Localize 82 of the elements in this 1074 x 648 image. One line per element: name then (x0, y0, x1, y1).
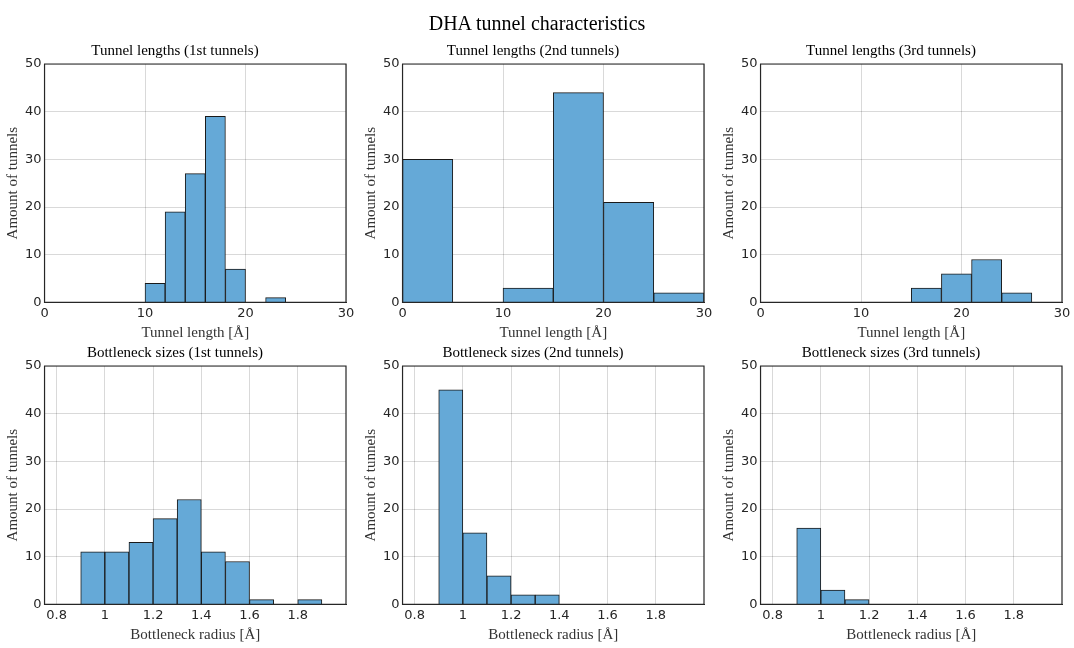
x-axis-title: Bottleneck radius [Å] (846, 625, 977, 642)
y-tick-label: 10 (383, 246, 400, 262)
y-tick-label: 20 (25, 198, 42, 214)
x-tick-label: 1.4 (190, 606, 212, 622)
y-tick-label: 30 (383, 452, 400, 468)
x-tick-label: 1 (816, 606, 825, 622)
x-axis-title: Bottleneck radius [Å] (130, 625, 261, 642)
y-tick-label: 0 (391, 293, 400, 309)
x-tick-label: 1 (100, 606, 109, 622)
y-tick-label: 10 (383, 548, 400, 564)
x-tick-label: 30 (1053, 304, 1071, 320)
x-tick-label: 1.6 (955, 606, 976, 622)
x-tick-label: 30 (695, 304, 713, 320)
x-tick-label: 1.8 (1003, 606, 1025, 622)
y-axis-title: Amount of tunnels (361, 126, 378, 240)
x-tick-label: 1.8 (645, 606, 667, 622)
chart-title: Tunnel lengths (3rd tunnels) (806, 41, 976, 59)
y-tick-label: 20 (383, 500, 400, 516)
y-tick-label: 40 (25, 103, 42, 119)
y-tick-label: 20 (383, 198, 400, 214)
x-axis-title: Tunnel length [Å] (857, 323, 966, 340)
y-tick-label: 50 (383, 357, 400, 373)
y-axis-title: Amount of tunnels (719, 428, 736, 542)
y-tick-label: 30 (25, 150, 42, 166)
chart-title: Tunnel lengths (2nd tunnels) (446, 41, 620, 59)
y-tick-label: 40 (383, 405, 400, 421)
y-tick-label: 0 (33, 595, 42, 611)
y-tick-label: 20 (741, 198, 758, 214)
y-axis-title: Amount of tunnels (3, 428, 20, 542)
x-tick-label: 1 (458, 606, 467, 622)
x-tick-label: 1.2 (858, 606, 880, 622)
x-tick-label: 1.2 (142, 606, 164, 622)
y-tick-label: 10 (741, 246, 758, 262)
x-tick-label: 0.8 (762, 606, 783, 622)
y-tick-label: 0 (749, 293, 758, 309)
y-tick-label: 50 (383, 55, 400, 71)
x-tick-label: 1.4 (548, 606, 570, 622)
y-tick-label: 20 (741, 500, 758, 516)
y-tick-label: 30 (741, 150, 758, 166)
x-axis-title: Tunnel length [Å] (141, 323, 250, 340)
y-tick-label: 30 (25, 452, 42, 468)
x-tick-label: 30 (337, 304, 355, 320)
x-tick-label: 1.4 (906, 606, 928, 622)
x-axis-title: Bottleneck radius [Å] (488, 625, 619, 642)
x-tick-label: 0.8 (404, 606, 425, 622)
x-tick-label: 20 (595, 304, 612, 320)
x-tick-label: 1.6 (239, 606, 260, 622)
y-tick-label: 10 (25, 548, 42, 564)
text: DHA tunnel characteristics (427, 12, 647, 35)
y-tick-label: 40 (741, 103, 758, 119)
chart-title: Tunnel lengths (1st tunnels) (91, 41, 259, 59)
y-tick-label: 0 (749, 595, 758, 611)
y-tick-label: 40 (25, 405, 42, 421)
x-tick-label: 1.8 (287, 606, 309, 622)
chart-title: Bottleneck sizes (3rd tunnels) (801, 343, 981, 361)
y-tick-label: 50 (741, 55, 758, 71)
y-tick-label: 40 (741, 405, 758, 421)
y-tick-label: 50 (741, 357, 758, 373)
y-axis-title: Amount of tunnels (361, 428, 378, 542)
y-tick-label: 50 (25, 357, 42, 373)
y-tick-label: 10 (25, 246, 42, 262)
y-axis-title: Amount of tunnels (719, 126, 736, 240)
y-axis-title: Amount of tunnels (3, 126, 20, 240)
x-axis-title: Tunnel length [Å] (499, 323, 608, 340)
chart-title: Bottleneck sizes (1st tunnels) (86, 343, 264, 361)
y-tick-label: 50 (25, 55, 42, 71)
x-tick-label: 0.8 (46, 606, 67, 622)
chart-title: Bottleneck sizes (2nd tunnels) (442, 343, 624, 361)
y-tick-label: 20 (25, 500, 42, 516)
x-tick-label: 20 (237, 304, 254, 320)
x-tick-label: 10 (136, 304, 154, 320)
x-tick-label: 20 (953, 304, 970, 320)
y-tick-label: 0 (33, 293, 42, 309)
y-tick-label: 30 (741, 452, 758, 468)
y-tick-label: 10 (741, 548, 758, 564)
x-tick-label: 1.2 (500, 606, 522, 622)
x-tick-label: 10 (494, 304, 512, 320)
y-tick-label: 0 (391, 595, 400, 611)
y-tick-label: 40 (383, 103, 400, 119)
x-tick-label: 10 (852, 304, 870, 320)
y-tick-label: 30 (383, 150, 400, 166)
x-tick-label: 1.6 (597, 606, 618, 622)
